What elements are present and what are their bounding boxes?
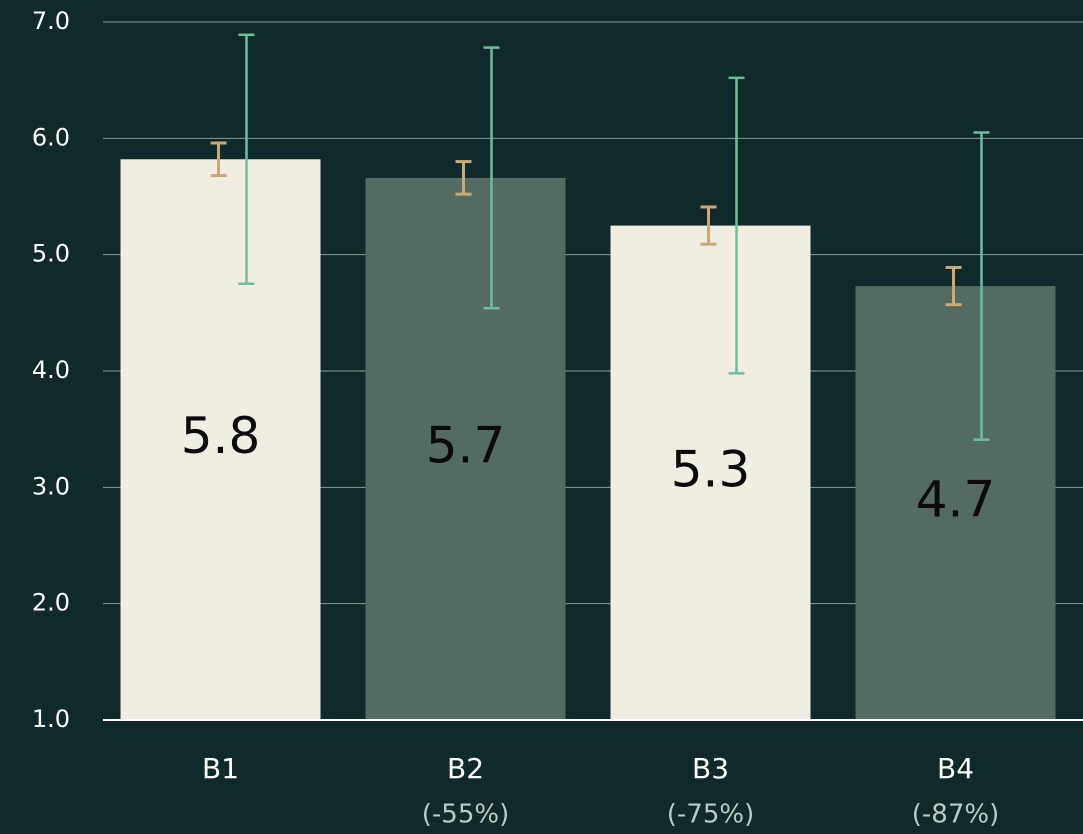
error-bar	[945, 265, 962, 307]
x-tick-sublabel: (-75%)	[667, 800, 754, 830]
bar	[365, 177, 566, 721]
error-bar	[210, 141, 227, 178]
y-tick-label: 7.0	[32, 7, 70, 35]
bar	[610, 225, 811, 721]
y-tick-label: 1.0	[32, 705, 70, 733]
x-tick-sublabel: (-87%)	[912, 800, 999, 830]
y-tick-label: 2.0	[32, 589, 70, 617]
error-bar	[973, 131, 990, 441]
x-tick-label: B1	[202, 752, 239, 785]
error-bar	[455, 160, 472, 196]
error-bar	[700, 205, 717, 246]
y-tick-label: 3.0	[32, 472, 70, 500]
bar	[855, 286, 1056, 720]
value-label: 5.7	[426, 416, 506, 474]
value-label: 4.7	[916, 471, 996, 529]
y-tick-label: 4.0	[32, 356, 70, 384]
x-tick-label: B3	[692, 752, 729, 785]
y-tick-label: 5.0	[32, 240, 70, 268]
value-label: 5.8	[181, 407, 261, 465]
error-bar	[238, 33, 255, 285]
x-tick-label: B4	[937, 752, 974, 785]
error-bar	[483, 46, 500, 310]
bar	[120, 159, 321, 721]
x-tick-sublabel: (-55%)	[422, 800, 509, 830]
y-tick-label: 6.0	[32, 123, 70, 151]
error-bar	[728, 76, 745, 375]
value-label: 5.3	[671, 440, 751, 498]
x-tick-label: B2	[447, 752, 484, 785]
